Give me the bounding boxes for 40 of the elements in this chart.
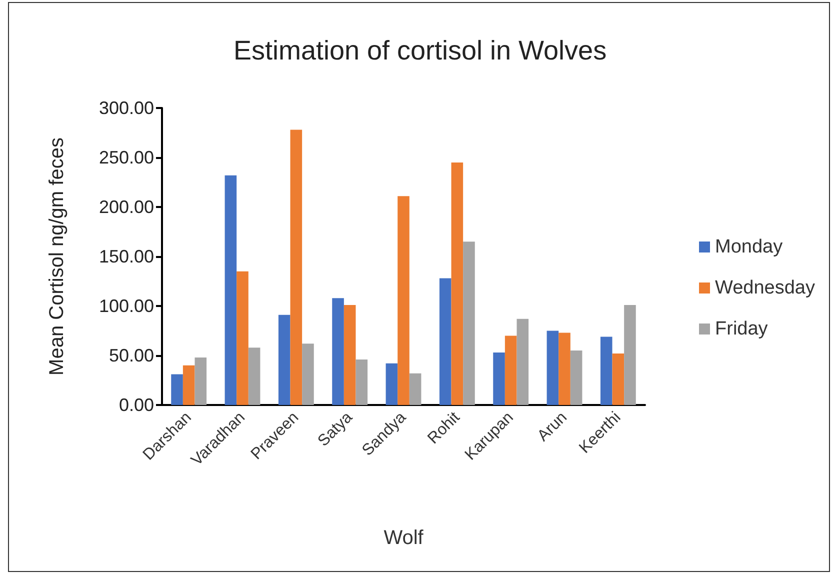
bar [558, 332, 570, 405]
bar [356, 359, 368, 405]
bar [248, 348, 260, 405]
y-tick-label: 150.00 [98, 246, 154, 266]
bar [194, 357, 207, 405]
y-axis-title: Mean Cortisol ng/gm feces [46, 138, 68, 376]
y-tick-label: 200.00 [98, 197, 154, 217]
y-tick-label: 100.00 [98, 296, 154, 316]
bar [290, 130, 302, 405]
bar [504, 336, 517, 405]
bar [332, 298, 344, 405]
legend-label: Friday [715, 318, 768, 340]
bar [600, 336, 612, 405]
bar [516, 318, 529, 405]
bar [398, 196, 410, 405]
bar [236, 271, 248, 405]
y-tick-label: 0.00 [118, 395, 154, 415]
bar [570, 350, 582, 405]
bar [546, 330, 559, 405]
chart-title: Estimation of cortisol in Wolves [233, 36, 607, 66]
bar [171, 374, 183, 405]
bar [344, 305, 356, 405]
bar [612, 354, 624, 405]
bar [439, 278, 452, 405]
bar [302, 344, 314, 405]
legend-label: Monday [715, 236, 784, 258]
bar [182, 365, 195, 405]
bar [493, 352, 505, 405]
bar [409, 373, 422, 405]
bar [624, 305, 636, 405]
y-tick-label: 250.00 [98, 148, 154, 168]
bar [386, 363, 398, 405]
y-tick-label: 50.00 [108, 346, 154, 366]
bar [451, 162, 464, 405]
bar [278, 314, 290, 405]
y-tick-label: 300.00 [98, 98, 154, 118]
bar [224, 175, 237, 405]
bar [463, 242, 475, 405]
legend-label: Wednesday [715, 278, 816, 298]
x-axis-title: Wolf [384, 527, 424, 549]
